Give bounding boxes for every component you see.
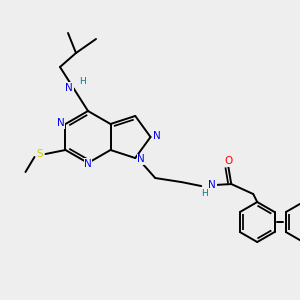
Text: O: O: [224, 156, 232, 166]
Text: H: H: [201, 188, 208, 197]
Text: S: S: [36, 149, 43, 159]
Text: N: N: [152, 131, 160, 141]
Text: N: N: [137, 154, 145, 164]
Text: H: H: [79, 77, 86, 86]
Text: N: N: [208, 180, 216, 190]
Text: N: N: [65, 83, 73, 93]
Text: N: N: [57, 118, 64, 128]
Text: N: N: [84, 159, 92, 169]
